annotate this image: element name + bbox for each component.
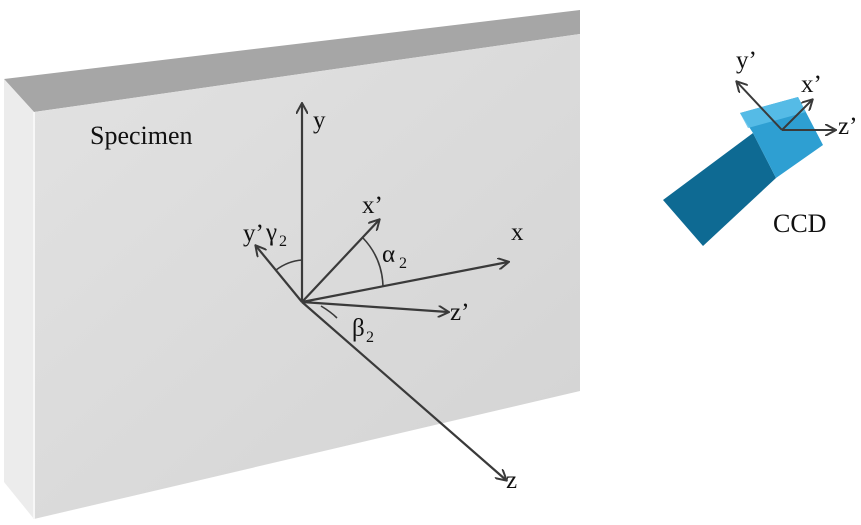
x-prime-axis (301, 220, 379, 303)
ccd-camera (663, 97, 823, 246)
ccd-y-prime-label: y’ (736, 47, 757, 74)
specimen-front-face (34, 34, 580, 519)
ccd-x-prime-label: x’ (801, 71, 822, 98)
gamma-arc (275, 259, 303, 271)
y-prime-label: y’ (243, 220, 264, 247)
ccd-label: CCD (773, 209, 826, 238)
beta-arc (320, 305, 338, 319)
alpha-subscript: 2 (399, 255, 407, 272)
ccd-y-prime-axis (737, 82, 783, 131)
beta-symbol: β (352, 315, 365, 342)
x-prime-label: x’ (362, 192, 383, 219)
z-prime-label: z’ (450, 299, 469, 326)
beta-label: β 2 (352, 315, 374, 346)
x-axis-label: x (511, 219, 524, 246)
y-prime-axis (256, 246, 303, 303)
gamma-symbol: γ (265, 219, 277, 246)
ccd-z-prime-label: z’ (838, 113, 857, 140)
y-axis-label: y (313, 107, 326, 134)
ccd-body (663, 133, 776, 246)
ccd-x-prime-axis (781, 100, 812, 131)
ccd-top-face (740, 97, 806, 128)
gamma-subscript: 2 (279, 233, 287, 250)
coordinate-axes (256, 104, 508, 480)
specimen-top-face (4, 10, 580, 112)
specimen-block (4, 10, 580, 519)
specimen-label: Specimen (90, 121, 193, 150)
beta-subscript: 2 (366, 329, 374, 346)
alpha-symbol: α (382, 241, 395, 268)
specimen-left-face (4, 79, 34, 519)
alpha-arc (362, 237, 384, 287)
z-axis-label: z (506, 467, 517, 494)
z-prime-axis (301, 300, 448, 312)
ccd-axes (737, 82, 835, 130)
x-axis (301, 262, 508, 304)
z-axis (301, 301, 506, 480)
gamma-label: γ 2 (265, 219, 287, 250)
alpha-label: α 2 (382, 241, 407, 272)
